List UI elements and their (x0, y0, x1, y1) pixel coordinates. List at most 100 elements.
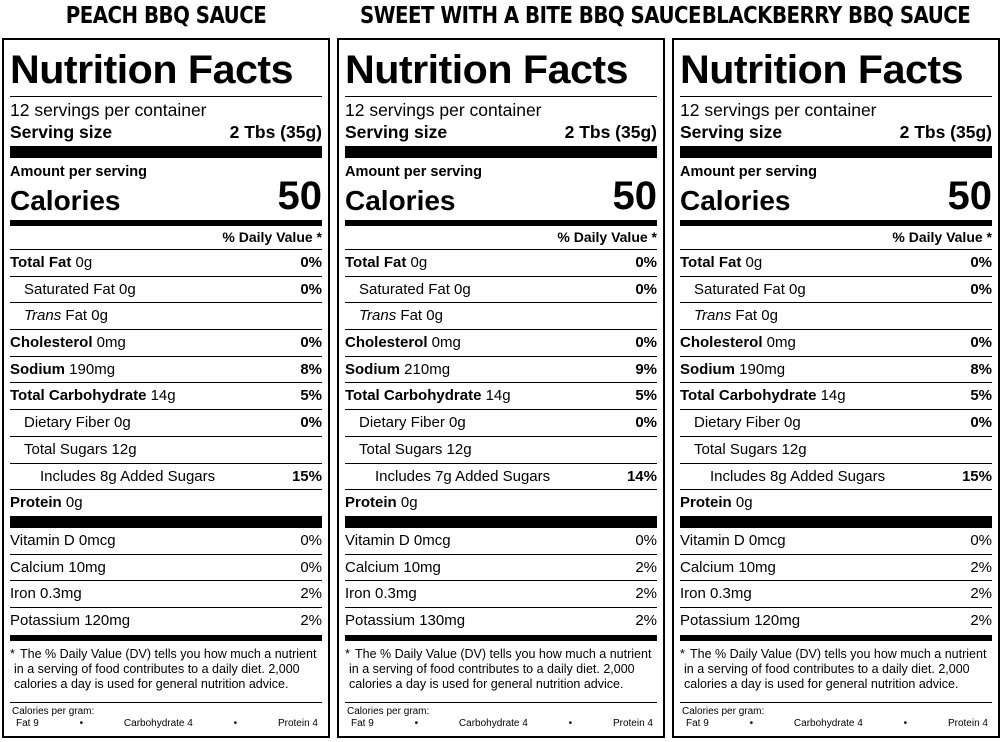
footnote-text: The % Daily Value (DV) tells you how muc… (14, 646, 317, 691)
calcium-row: Calcium 10mg 0% (10, 553, 322, 581)
nutrient-label: Fat (396, 307, 423, 325)
daily-value-header: % Daily Value * (892, 229, 992, 245)
calories-value: 50 (612, 174, 658, 218)
serving-size-row: Serving size 2 Tbs (35g) (10, 121, 322, 143)
calories-label: Calories (680, 185, 791, 216)
saturated-fat-row: Saturated Fat 0g 0% (680, 275, 992, 303)
medium-divider (345, 634, 657, 641)
serving-size-row: Serving size 2 Tbs (35g) (680, 121, 992, 143)
nutrient-label: Calcium (10, 558, 65, 576)
serving-size-label: Serving size (10, 122, 113, 142)
nutrient-label: Total Carbohydrate (680, 387, 817, 405)
sodium-row: Sodium 190mg 8% (680, 355, 992, 383)
calcium-row: Calcium 10mg 2% (680, 553, 992, 581)
nutrient-label: Includes (40, 467, 96, 485)
nutrient-amount: 0g (71, 254, 93, 271)
nutrient-amount: 10mg (734, 558, 776, 576)
daily-value: 2% (635, 585, 657, 603)
nutrient-amount: 0g (109, 414, 131, 432)
sodium-row: Sodium 190mg 8% (10, 355, 322, 383)
cpg-carbohydrate: Carbohydrate 4 (458, 718, 528, 729)
nutrient-amount: 0g (61, 494, 83, 512)
nutrient-label: Total Carbohydrate (10, 387, 147, 405)
daily-value: 0% (635, 254, 657, 271)
added-sugars-row: Includes 7g Added Sugars 14% (345, 462, 657, 490)
total-carbohydrate-row: Total Carbohydrate 14g 5% (10, 382, 322, 409)
nutrient-label: Saturated Fat (694, 280, 785, 298)
daily-value-footnote: * The % Daily Value (DV) tells you how mu… (345, 647, 657, 692)
calories-per-gram-label: Calories per gram: (12, 706, 95, 717)
daily-value: 0% (970, 254, 992, 271)
dietary-fiber-row: Dietary Fiber 0g 0% (10, 409, 322, 436)
nutrient-amount: 10mg (64, 558, 106, 576)
saturated-fat-row: Saturated Fat 0g 0% (10, 275, 322, 303)
vitamin-d-row: Vitamin D 0mcg 0% (10, 528, 322, 554)
nutrient-amount: 0g (784, 280, 806, 298)
nutrient-amount: 210mg (400, 360, 451, 378)
nutrient-amount: 0mcg (409, 531, 451, 549)
nutrient-amount: 0g (87, 307, 108, 325)
footnote-asterisk: * (345, 646, 350, 661)
serving-size-label: Serving size (345, 122, 448, 142)
daily-value: 5% (970, 387, 992, 405)
medium-divider (680, 220, 992, 226)
daily-value: 2% (970, 611, 992, 629)
daily-value: 14% (626, 467, 657, 485)
daily-value-header: % Daily Value * (557, 229, 657, 245)
nutrient-amount: 120mg (750, 611, 801, 629)
nutrient-label: Fat (61, 307, 88, 325)
nutrient-amount: 14g (146, 387, 176, 405)
footnote-asterisk: * (10, 646, 15, 661)
nutrient-label: Includes (710, 467, 766, 485)
bullet-separator: • (233, 718, 238, 729)
saturated-fat-row: Saturated Fat 0g 0% (345, 275, 657, 303)
nutrient-label: Sodium (10, 360, 65, 378)
thick-divider (680, 515, 992, 528)
nutrient-label: Vitamin D (10, 531, 75, 549)
nutrient-amount: 190mg (735, 360, 786, 378)
daily-value: 8% (970, 360, 992, 378)
amount-per-serving: Amount per serving (345, 164, 482, 180)
nutrient-amount: 0.3mg (35, 585, 82, 603)
daily-value: 0% (970, 280, 992, 298)
nutrition-facts-panel: Nutrition Facts 12 servings per containe… (672, 38, 1000, 738)
nutrient-label: Total Sugars (24, 440, 108, 458)
nutrient-amount: 0g (114, 280, 136, 298)
nutrient-amount: 0g (444, 414, 466, 432)
sodium-row: Sodium 210mg 9% (345, 355, 657, 383)
dietary-fiber-row: Dietary Fiber 0g 0% (345, 409, 657, 436)
cpg-protein: Protein 4 (277, 718, 318, 729)
vitamin-d-row: Vitamin D 0mcg 0% (680, 528, 992, 554)
daily-value: 0% (970, 531, 992, 549)
daily-value: 2% (300, 585, 322, 603)
divider (680, 96, 992, 97)
nutrient-amount: 0g (422, 307, 443, 325)
product-column: BLACKBERRY BBQ SAUCE Nutrition Facts 12 … (672, 0, 1000, 742)
nutrient-label: Calcium (345, 558, 400, 576)
trans-fat-row: Trans Fat 0g (10, 302, 322, 329)
calories-per-gram-values: Fat 9 • Carbohydrate 4 • Protein 4 (345, 718, 657, 730)
nutrient-label: Total Sugars (359, 440, 443, 458)
nutrition-facts-panel: Nutrition Facts 12 servings per containe… (337, 38, 665, 738)
nutrient-label: Fat (731, 307, 758, 325)
nutrient-label: Protein (680, 494, 732, 512)
divider (345, 96, 657, 97)
thick-divider (10, 146, 322, 158)
iron-row: Iron 0.3mg 2% (345, 580, 657, 607)
nutrient-label: Iron (10, 585, 36, 603)
nutrient-amount: 12g (442, 440, 472, 458)
protein-row: Protein 0g (345, 489, 657, 516)
amount-per-serving: Amount per serving (680, 164, 817, 180)
thick-divider (680, 146, 992, 158)
calories-label: Calories (10, 185, 121, 216)
daily-value: 0% (635, 531, 657, 549)
nutrient-amount: 0.3mg (370, 585, 417, 603)
nutrient-label: Added Sugars (120, 467, 216, 485)
cpg-fat: Fat 9 (351, 718, 374, 729)
daily-value: 0% (300, 254, 322, 271)
daily-value: 0% (635, 334, 657, 352)
nutrient-label: Added Sugars (790, 467, 886, 485)
nutrient-label: Iron (345, 585, 371, 603)
nutrient-amount: 14g (816, 387, 846, 405)
nutrient-amount: 0mg (762, 334, 796, 352)
